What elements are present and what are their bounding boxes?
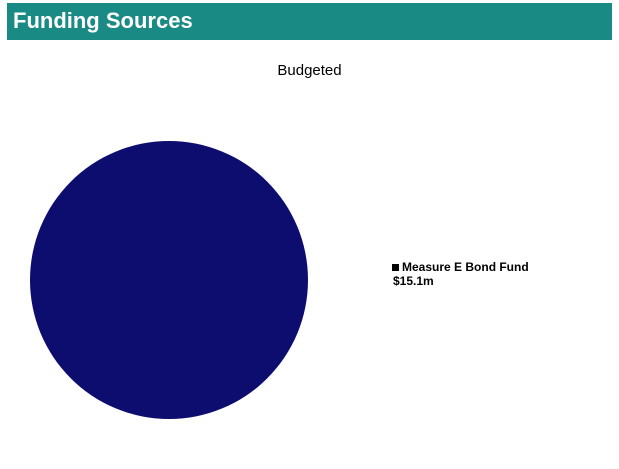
page-title: Funding Sources bbox=[13, 8, 193, 33]
legend-item: Measure E Bond Fund bbox=[392, 260, 529, 274]
legend-swatch bbox=[392, 263, 399, 271]
legend: Measure E Bond Fund $15.1m bbox=[392, 260, 529, 288]
pie-slices bbox=[30, 141, 308, 419]
pie-slice-0 bbox=[30, 141, 308, 419]
header-bar: Funding Sources bbox=[7, 3, 612, 40]
legend-label: Measure E Bond Fund bbox=[402, 260, 529, 274]
legend-value: $15.1m bbox=[393, 274, 434, 288]
chart-title: Budgeted bbox=[277, 62, 342, 79]
